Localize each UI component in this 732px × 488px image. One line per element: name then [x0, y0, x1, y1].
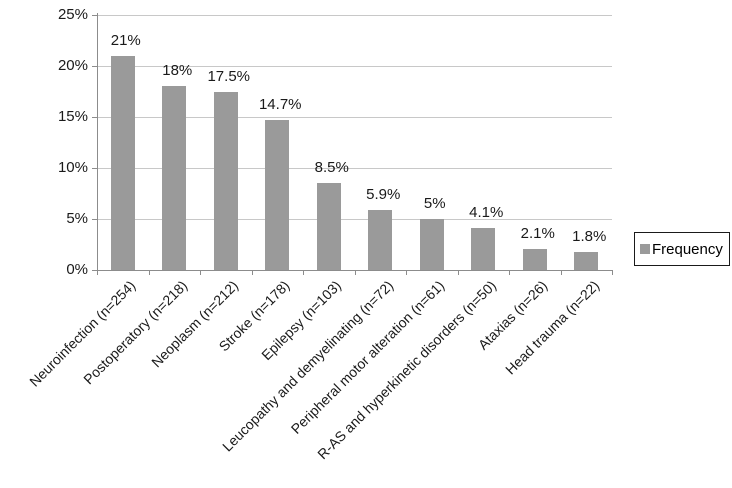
y-axis-tick [92, 117, 97, 118]
gridline [97, 168, 612, 169]
y-tick-label: 15% [57, 108, 88, 125]
bar-value-label: 21% [110, 31, 141, 49]
y-tick-label: 20% [57, 57, 88, 74]
x-axis-tick [200, 270, 201, 275]
x-axis-tick [457, 270, 459, 275]
bar-5 [316, 183, 341, 270]
bar-value-label: 4.1% [469, 204, 504, 222]
y-tick-label: 5% [66, 210, 88, 227]
bar-8 [471, 228, 496, 270]
plot-area: 21% 18% 17.5% 14.7% 8.5% 5.9% 5% 4.1% 2.1% 1.8% [97, 15, 612, 270]
bar-1 [110, 55, 135, 270]
bar-value-label: 8.5% [314, 159, 349, 177]
bar-2 [162, 86, 187, 270]
bar-value-label: 14.7% [258, 96, 302, 114]
x-axis-tick [148, 270, 150, 275]
y-axis-tick [92, 270, 97, 271]
bar-value-label: 5% [423, 195, 446, 212]
y-tick-label: 10% [57, 159, 88, 176]
bar-value-label: 1.8% [572, 227, 607, 245]
legend-label: Frequency [652, 240, 723, 258]
bar-value-label: 2.1% [520, 224, 555, 242]
bar-4 [265, 120, 290, 270]
x-axis-tick [303, 270, 304, 275]
x-axis-tick [97, 270, 98, 275]
x-axis-tick [354, 270, 356, 275]
bar-value-label: 17.5% [207, 67, 251, 85]
legend-swatch-icon [640, 244, 650, 254]
y-tick-label: 0% [66, 261, 88, 278]
x-axis-tick [612, 270, 613, 275]
y-axis-tick [92, 219, 97, 220]
bar-10 [574, 251, 599, 270]
bar-3 [213, 91, 238, 270]
y-axis-tick [92, 168, 97, 169]
bar-7 [419, 219, 444, 270]
gridline [97, 117, 612, 118]
y-tick-label: 25% [57, 6, 88, 23]
bar-9 [522, 248, 547, 270]
gridline [97, 15, 612, 16]
gridline [97, 66, 612, 67]
gridline [97, 219, 612, 220]
x-axis-tick [251, 270, 253, 275]
bar-value-label: 5.9% [366, 185, 401, 203]
x-axis-tick [560, 270, 562, 275]
y-axis-line [97, 13, 98, 270]
y-axis-tick [92, 15, 97, 16]
bar-value-label: 18% [162, 62, 193, 80]
x-category-label: Head trauma (n=22) [501, 277, 602, 378]
x-axis-tick [509, 270, 510, 275]
y-axis-tick [92, 66, 97, 67]
x-axis-tick [406, 270, 407, 275]
bar-6 [368, 209, 393, 270]
legend: Frequency [634, 232, 730, 266]
